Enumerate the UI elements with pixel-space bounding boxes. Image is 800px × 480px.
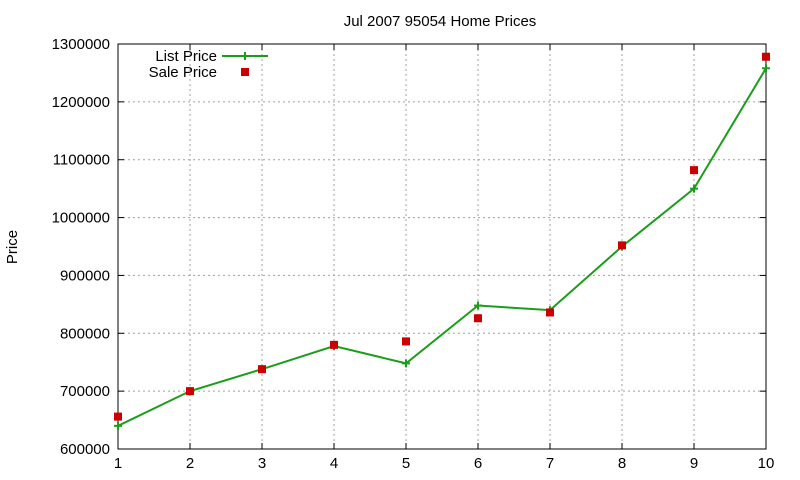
x-tick-label: 10	[758, 455, 775, 472]
x-tick-label: 6	[474, 455, 482, 472]
series-line-list-price	[117, 67, 767, 427]
x-tick-label: 9	[690, 455, 698, 472]
sale-price-point	[186, 387, 194, 396]
x-tick-label: 4	[330, 455, 338, 472]
y-tick-label: 900000	[60, 267, 110, 284]
sale-price-point	[762, 52, 770, 61]
legend-marker-list-price	[241, 52, 249, 60]
x-tick-label: 8	[618, 455, 626, 472]
list-price-point	[474, 301, 482, 310]
list-price-point	[114, 421, 122, 430]
sale-price-point	[690, 166, 698, 175]
sale-price-point	[114, 412, 122, 421]
sale-price-point	[402, 337, 410, 346]
y-axis-label: Price	[4, 230, 21, 264]
plot-border	[117, 43, 767, 450]
sale-price-point	[474, 314, 482, 323]
sale-price-point	[546, 308, 554, 317]
legend-marker-sale-price	[241, 68, 249, 76]
list-price-point	[690, 184, 698, 193]
legend-label-sale-price: Sale Price	[149, 64, 217, 81]
sale-price-point	[618, 241, 626, 250]
x-tick-label: 1	[114, 455, 122, 472]
x-tick-label: 5	[402, 455, 410, 472]
grid	[118, 44, 766, 449]
x-tick-label: 3	[258, 455, 266, 472]
sale-price-point	[330, 340, 338, 349]
list-price-point	[402, 359, 410, 368]
y-tick-label: 700000	[60, 383, 110, 400]
legend: List Price Sale Price	[149, 48, 268, 81]
sale-price-point	[258, 365, 266, 374]
list-price-point	[762, 64, 770, 73]
y-tick-label: 1000000	[52, 210, 110, 227]
series-layer	[114, 52, 770, 430]
x-tick-label: 2	[186, 455, 194, 472]
y-tick-label: 800000	[60, 325, 110, 342]
legend-label-list-price: List Price	[155, 48, 217, 65]
y-tick-label: 600000	[60, 441, 110, 458]
chart-title: Jul 2007 95054 Home Prices	[344, 13, 537, 30]
y-tick-label: 1200000	[52, 94, 110, 111]
y-tick-label: 1100000	[53, 152, 110, 169]
y-tick-label: 1300000	[52, 36, 110, 53]
axis-ticks: 6000007000008000009000001000000110000012…	[52, 36, 775, 472]
x-tick-label: 7	[546, 455, 554, 472]
